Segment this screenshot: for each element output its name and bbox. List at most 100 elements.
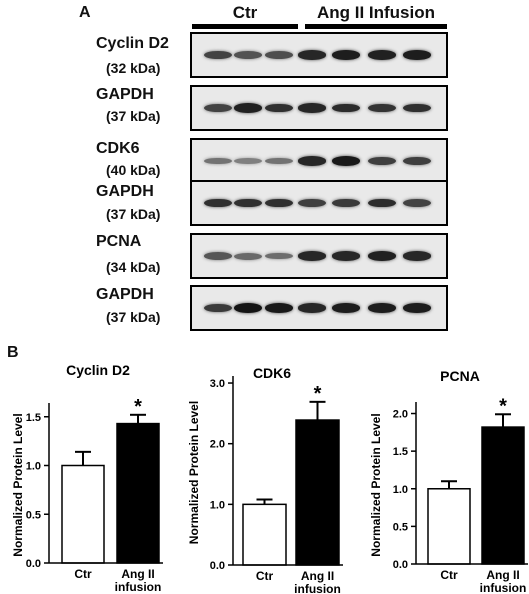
- bar-ctr: [427, 488, 471, 565]
- blot-label: PCNA: [96, 233, 142, 250]
- blot-band: [403, 251, 431, 261]
- blot-molecular-weight: (34 kDa): [106, 259, 161, 275]
- x-tick-label: Ctr: [74, 567, 92, 581]
- blot-label: CDK6: [96, 140, 140, 157]
- y-tick-label: 0.0: [393, 559, 408, 571]
- bar-ang-ii: [481, 426, 525, 565]
- x-tick-label: infusion: [480, 581, 527, 594]
- significance-marker: *: [499, 395, 507, 417]
- group-label-ctr: Ctr: [232, 3, 258, 22]
- x-tick-label: Ang II: [121, 567, 154, 581]
- blot-band: [298, 198, 326, 208]
- y-tick-label: 0.5: [26, 509, 41, 521]
- blot-band: [332, 50, 360, 60]
- blot-band: [368, 156, 396, 166]
- blot-band: [265, 198, 293, 208]
- bar-ang-ii: [116, 422, 160, 564]
- x-tick-label: Ang II: [301, 569, 334, 583]
- blot-band: [298, 156, 326, 166]
- blot-label: GAPDH: [96, 183, 154, 200]
- y-tick-label: 1.5: [26, 412, 41, 424]
- x-tick-label: infusion: [294, 582, 341, 594]
- blot-molecular-weight: (40 kDa): [106, 162, 161, 178]
- bar-ctr: [242, 503, 287, 566]
- blot-image: [190, 85, 448, 131]
- y-axis-label: Normalized Protein Level: [187, 401, 201, 544]
- blot-band: [368, 303, 396, 313]
- blot-band: [368, 198, 396, 208]
- blot-band: [234, 103, 262, 113]
- bar-ctr: [61, 464, 105, 564]
- blot-band: [403, 156, 431, 166]
- blot-band: [265, 303, 293, 313]
- x-tick-label: infusion: [115, 580, 162, 594]
- blot-band: [368, 251, 396, 261]
- blot-band: [332, 198, 360, 208]
- blot-band: [234, 303, 262, 313]
- blot-band: [265, 51, 293, 59]
- blot-band: [298, 103, 326, 113]
- blot-image: [190, 32, 448, 78]
- group-bar-ctr: [192, 24, 298, 29]
- blot-band: [234, 252, 262, 260]
- bar-ang-ii: [295, 419, 340, 566]
- blot-band: [204, 103, 232, 113]
- blot-band: [204, 252, 232, 260]
- y-tick-label: 1.5: [393, 446, 408, 458]
- blot-band: [368, 103, 396, 113]
- blot-band: [204, 198, 232, 208]
- blot-label: GAPDH: [96, 86, 154, 103]
- blot-image: [190, 233, 448, 279]
- significance-marker: *: [134, 396, 142, 418]
- chart-title: Cyclin D2: [66, 362, 130, 378]
- group-bar-ang: [305, 24, 447, 29]
- blot-band: [204, 303, 232, 313]
- significance-marker: *: [314, 383, 322, 405]
- blot-band: [332, 103, 360, 113]
- blot-band: [234, 157, 262, 165]
- blot-band: [403, 103, 431, 113]
- blot-molecular-weight: (37 kDa): [106, 309, 161, 325]
- blot-band: [265, 157, 293, 165]
- blot-molecular-weight: (37 kDa): [106, 108, 161, 124]
- y-tick-label: 2.0: [210, 439, 225, 451]
- blot-band: [403, 50, 431, 60]
- blot-molecular-weight: (32 kDa): [106, 60, 161, 76]
- blot-label: GAPDH: [96, 286, 154, 303]
- x-tick-label: Ang II: [486, 568, 519, 582]
- y-tick-label: 2.0: [393, 409, 408, 421]
- y-tick-label: 0.0: [210, 560, 225, 572]
- panel-a-label: A: [79, 4, 91, 21]
- blot-band: [298, 50, 326, 60]
- y-axis-label: Normalized Protein Level: [11, 413, 25, 556]
- y-tick-label: 0.0: [26, 558, 41, 570]
- y-axis-label: Normalized Protein Level: [369, 413, 383, 556]
- chart-title: CDK6: [253, 365, 291, 381]
- group-label-ang: Ang II Infusion: [316, 3, 436, 22]
- blot-molecular-weight: (37 kDa): [106, 206, 161, 222]
- blot-image: [190, 138, 448, 184]
- y-tick-label: 1.0: [393, 484, 408, 496]
- y-tick-label: 1.0: [26, 461, 41, 473]
- blot-band: [298, 303, 326, 313]
- blot-band: [332, 156, 360, 166]
- blot-band: [368, 50, 396, 60]
- x-tick-label: Ctr: [440, 568, 458, 582]
- blot-band: [298, 251, 326, 261]
- blot-band: [265, 252, 293, 260]
- blot-band: [265, 103, 293, 113]
- blot-image: [190, 180, 448, 226]
- blot-band: [332, 303, 360, 313]
- blot-band: [204, 50, 232, 60]
- y-tick-label: 3.0: [210, 378, 225, 390]
- y-tick-label: 1.0: [210, 499, 225, 511]
- blot-band: [234, 51, 262, 59]
- y-tick-label: 0.5: [393, 521, 408, 533]
- blot-band: [403, 303, 431, 313]
- blot-band: [204, 157, 232, 165]
- blot-image: [190, 285, 448, 331]
- blot-band: [234, 198, 262, 208]
- x-tick-label: Ctr: [256, 569, 274, 583]
- chart-title: PCNA: [440, 368, 480, 384]
